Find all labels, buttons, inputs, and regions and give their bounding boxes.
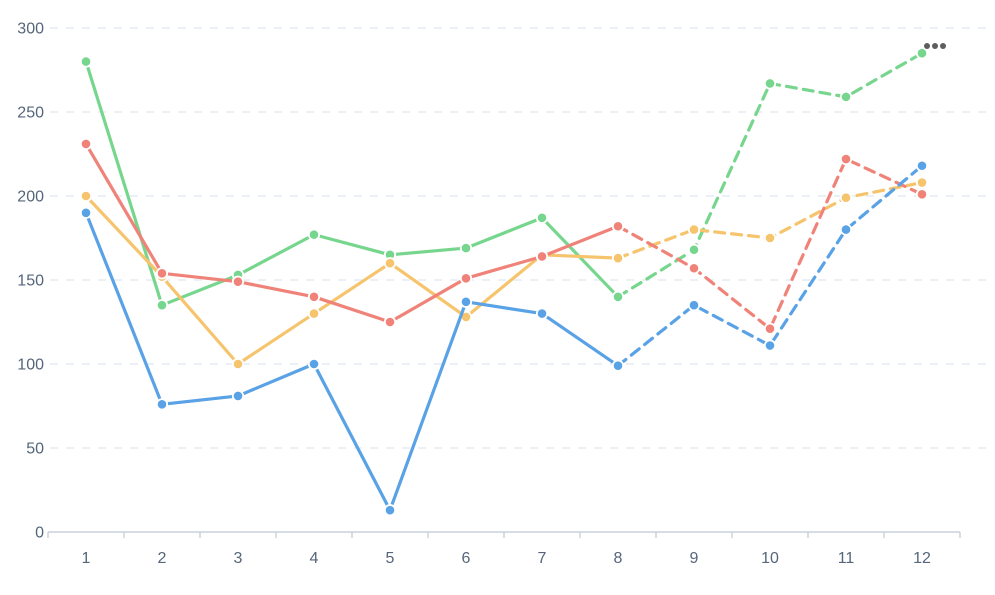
data-point-yellow[interactable]: [383, 257, 397, 270]
series-line-red-solid: [84, 142, 620, 324]
x-axis-label: 6: [462, 550, 471, 567]
data-point-red[interactable]: [231, 275, 245, 288]
data-point-blue[interactable]: [307, 357, 321, 371]
more-options-dot-icon: [940, 43, 946, 49]
data-point-yellow[interactable]: [307, 307, 321, 320]
x-axis-label: 8: [614, 550, 623, 567]
series-line-blue-solid: [84, 211, 620, 512]
data-point-red[interactable]: [839, 152, 853, 166]
data-point-yellow[interactable]: [611, 252, 625, 265]
data-point-yellow[interactable]: [763, 231, 777, 245]
data-point-green[interactable]: [459, 241, 473, 255]
data-point-green[interactable]: [839, 90, 853, 103]
series-line-green-solid: [84, 59, 620, 307]
data-point-blue[interactable]: [611, 359, 625, 372]
x-axis-label: 7: [538, 550, 547, 567]
more-options-dot-icon: [932, 43, 938, 49]
data-point-blue[interactable]: [839, 223, 853, 236]
data-point-red[interactable]: [763, 322, 777, 335]
more-options-button[interactable]: [923, 42, 947, 50]
data-point-yellow[interactable]: [915, 176, 929, 189]
x-axis-label: 1: [82, 550, 91, 567]
x-axis-label: 12: [913, 550, 931, 567]
series-line-red-dashed: [616, 157, 924, 331]
x-axis-label: 11: [838, 550, 855, 567]
y-axis-label: 200: [17, 189, 44, 206]
data-point-red[interactable]: [79, 137, 93, 151]
more-options-dot-icon: [924, 43, 930, 49]
y-axis-label: 100: [17, 357, 44, 374]
y-axis-label: 300: [17, 21, 44, 38]
data-point-green[interactable]: [155, 299, 169, 312]
data-point-red[interactable]: [535, 250, 549, 263]
data-point-red[interactable]: [383, 315, 397, 329]
data-point-green[interactable]: [915, 47, 929, 60]
x-axis-label: 5: [386, 550, 395, 567]
y-axis-label: 250: [17, 105, 44, 122]
data-point-red[interactable]: [687, 262, 701, 275]
data-point-red[interactable]: [307, 290, 321, 303]
data-point-yellow[interactable]: [79, 189, 93, 203]
x-axis-label: 10: [761, 550, 779, 567]
data-point-blue[interactable]: [915, 159, 929, 172]
x-axis-label: 9: [690, 550, 699, 567]
data-point-green[interactable]: [763, 77, 777, 90]
series-line-yellow-dashed: [616, 180, 924, 260]
data-point-red[interactable]: [155, 267, 169, 280]
data-point-green[interactable]: [611, 290, 625, 303]
series-line-yellow-solid: [84, 194, 620, 366]
data-point-yellow[interactable]: [231, 357, 245, 371]
x-axis-label: 4: [310, 550, 319, 567]
y-axis-label: 150: [17, 273, 44, 290]
data-point-blue[interactable]: [763, 339, 777, 352]
y-axis-label: 50: [26, 441, 44, 458]
x-axis-label: 2: [158, 550, 167, 567]
data-point-blue[interactable]: [155, 398, 169, 411]
data-point-yellow[interactable]: [687, 223, 701, 236]
data-point-green[interactable]: [687, 243, 701, 256]
data-point-blue[interactable]: [535, 307, 549, 320]
y-axis-label: 0: [35, 525, 44, 542]
data-point-red[interactable]: [611, 220, 625, 233]
data-point-green[interactable]: [79, 55, 93, 68]
data-point-green[interactable]: [535, 211, 549, 224]
data-point-green[interactable]: [307, 228, 321, 241]
data-point-blue[interactable]: [687, 299, 701, 312]
data-point-blue[interactable]: [79, 206, 93, 219]
data-point-blue[interactable]: [383, 504, 397, 517]
data-point-red[interactable]: [459, 272, 473, 285]
data-point-red[interactable]: [915, 188, 929, 201]
data-point-blue[interactable]: [231, 389, 245, 403]
series-line-green-dashed: [616, 51, 924, 299]
data-point-blue[interactable]: [459, 295, 473, 308]
data-point-yellow[interactable]: [839, 191, 853, 204]
x-axis-label: 3: [234, 550, 243, 567]
